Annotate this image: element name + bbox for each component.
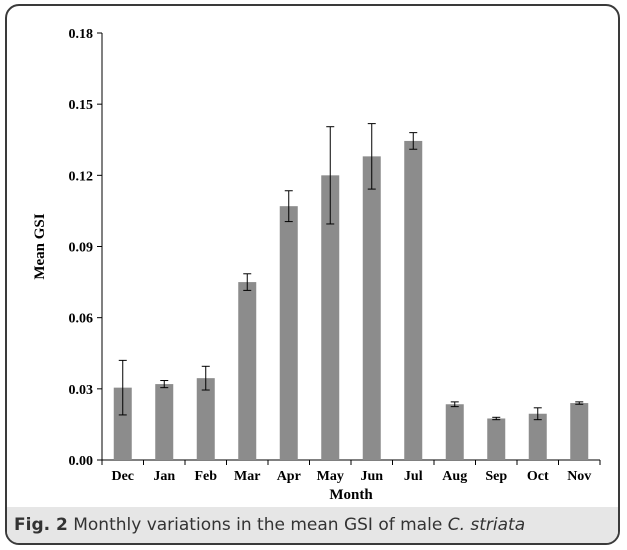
error-bar-aug — [450, 401, 459, 408]
bar-oct — [528, 413, 547, 460]
y-tick-label: 0.15 — [69, 98, 94, 113]
x-tick-label: Jan — [153, 469, 175, 484]
x-tick-label: Nov — [567, 469, 591, 484]
figure-frame — [5, 4, 620, 545]
y-tick-label: 0.18 — [69, 27, 94, 42]
figure-caption: Fig. 2 Monthly variations in the mean GS… — [14, 512, 614, 538]
x-tick-label: Aug — [442, 469, 467, 484]
error-bar-jun — [367, 123, 376, 190]
error-bars — [118, 123, 584, 421]
y-ticks: 0.00 0.03 0.06 0.09 0.12 0.15 0.18 — [69, 27, 102, 469]
bar-aug — [445, 404, 464, 460]
x-axis-title: Month — [329, 487, 373, 503]
figure-label: Fig. 2 — [14, 515, 68, 535]
y-tick-label: 0.12 — [69, 169, 94, 184]
bar-may — [321, 175, 340, 461]
error-bar-nov — [575, 401, 584, 405]
x-tick-label: Jul — [404, 469, 423, 484]
x-tick-label: Mar — [234, 469, 260, 484]
bar-nov — [570, 403, 589, 460]
error-bar-apr — [284, 190, 293, 223]
error-bar-feb — [201, 365, 210, 391]
caption-bar — [7, 507, 618, 543]
y-tick-label: 0.03 — [69, 383, 94, 398]
bar-chart: 0.00 0.03 0.06 0.09 0.12 0.15 0.18 Dec Jan Feb Ma… — [32, 27, 601, 503]
error-bar-mar — [243, 273, 252, 291]
error-bar-may — [326, 126, 335, 225]
bar-apr — [279, 206, 298, 460]
y-axis-title: Mean GSI — [32, 213, 48, 279]
error-bar-jul — [409, 132, 418, 150]
bar-jun — [362, 156, 381, 460]
error-bar-dec — [118, 359, 127, 416]
x-axis: Dec Jan Feb Mar Apr May Jun Jul Aug Sep Oct Nov — [101, 459, 601, 484]
caption-text: Monthly variations in the mean GSI of ma… — [67, 515, 448, 535]
x-tick-label: Feb — [194, 469, 217, 484]
error-bar-sep — [492, 416, 501, 421]
x-tick-label: Dec — [111, 469, 134, 484]
bar-sep — [487, 418, 506, 460]
bar-mar — [238, 282, 257, 460]
y-tick-label: 0.00 — [69, 454, 94, 469]
y-tick-label: 0.09 — [69, 241, 94, 256]
y-axis: 0.00 0.03 0.06 0.09 0.12 0.15 0.18 — [69, 27, 103, 469]
bar-jul — [404, 140, 423, 461]
bar-feb — [196, 378, 215, 460]
error-bar-oct — [533, 407, 542, 421]
error-bar-jan — [160, 380, 169, 389]
y-tick-label: 0.06 — [69, 312, 94, 327]
x-tick-label: Oct — [527, 469, 549, 484]
x-tick-label: Sep — [485, 469, 507, 484]
x-tick-label: Jun — [360, 469, 383, 484]
bar-dec — [113, 387, 132, 460]
bars — [113, 140, 589, 461]
x-tick-label: May — [317, 469, 344, 484]
bar-jan — [155, 384, 174, 460]
x-tick-label: Apr — [277, 469, 301, 484]
x-ticks: Dec Jan Feb Mar Apr May Jun Jul Aug Sep Oct Nov — [101, 460, 601, 484]
caption-species: C. striata — [447, 515, 526, 535]
